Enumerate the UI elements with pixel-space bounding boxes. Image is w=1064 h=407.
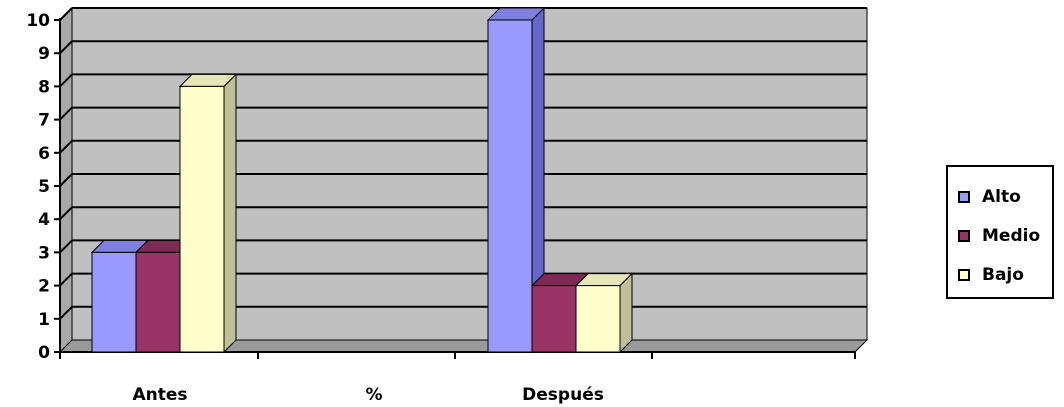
y-tick-label: 3 xyxy=(38,243,50,263)
bar-alto-después xyxy=(486,6,546,354)
bar-side xyxy=(223,73,237,354)
legend-item-bajo: Bajo xyxy=(958,255,1052,294)
bar-bajo-después xyxy=(574,272,634,354)
gridline-side xyxy=(59,173,73,187)
bar-front xyxy=(135,251,181,353)
legend-swatch xyxy=(958,190,970,203)
y-tick-label: 9 xyxy=(38,44,50,64)
legend-label: Bajo xyxy=(982,264,1024,285)
legend-label: Medio xyxy=(982,225,1041,246)
gridline-side xyxy=(59,306,73,320)
y-tick-label: 0 xyxy=(38,343,50,363)
gridline-side xyxy=(59,73,73,88)
gridline-side xyxy=(59,40,73,54)
x-axis-labels: Antes% Después xyxy=(132,385,603,405)
y-tick-label: 8 xyxy=(38,77,50,97)
gridline-side xyxy=(59,106,73,121)
bar-front xyxy=(179,85,225,353)
y-axis-ticks: 0 1 2 3 4 5 6 7 8 9 10 xyxy=(26,11,60,363)
bar-side xyxy=(619,272,633,354)
gridline-side xyxy=(59,272,73,287)
y-tick-label: 7 xyxy=(38,111,50,131)
gridline-side xyxy=(59,206,73,220)
bars xyxy=(90,6,634,354)
y-tick-label: 2 xyxy=(38,277,50,297)
legend-item-medio: Medio xyxy=(958,216,1052,255)
x-category-label: Después xyxy=(522,385,604,405)
gridline-side xyxy=(59,140,73,154)
bar-front xyxy=(487,19,533,353)
y-tick-label: 6 xyxy=(38,144,50,164)
legend-swatch xyxy=(958,268,970,281)
bar-bajo-antes xyxy=(178,73,238,354)
y-tick-label: 5 xyxy=(38,177,50,197)
x-category-label: % xyxy=(365,385,382,405)
y-tick-label: 1 xyxy=(38,310,50,330)
gridline-side xyxy=(59,7,73,21)
legend-label: Alto xyxy=(982,186,1021,207)
bar-front xyxy=(91,251,137,353)
bar-front xyxy=(575,285,621,353)
bar-front xyxy=(531,285,577,353)
gridline-side xyxy=(59,239,73,254)
x-category-label: Antes xyxy=(132,385,187,405)
legend-swatch xyxy=(958,229,970,242)
y-tick-label: 10 xyxy=(26,11,50,31)
legend-item-alto: Alto xyxy=(958,177,1052,216)
y-tick-label: 4 xyxy=(38,210,50,230)
legend: Alto Medio Bajo xyxy=(946,165,1054,299)
